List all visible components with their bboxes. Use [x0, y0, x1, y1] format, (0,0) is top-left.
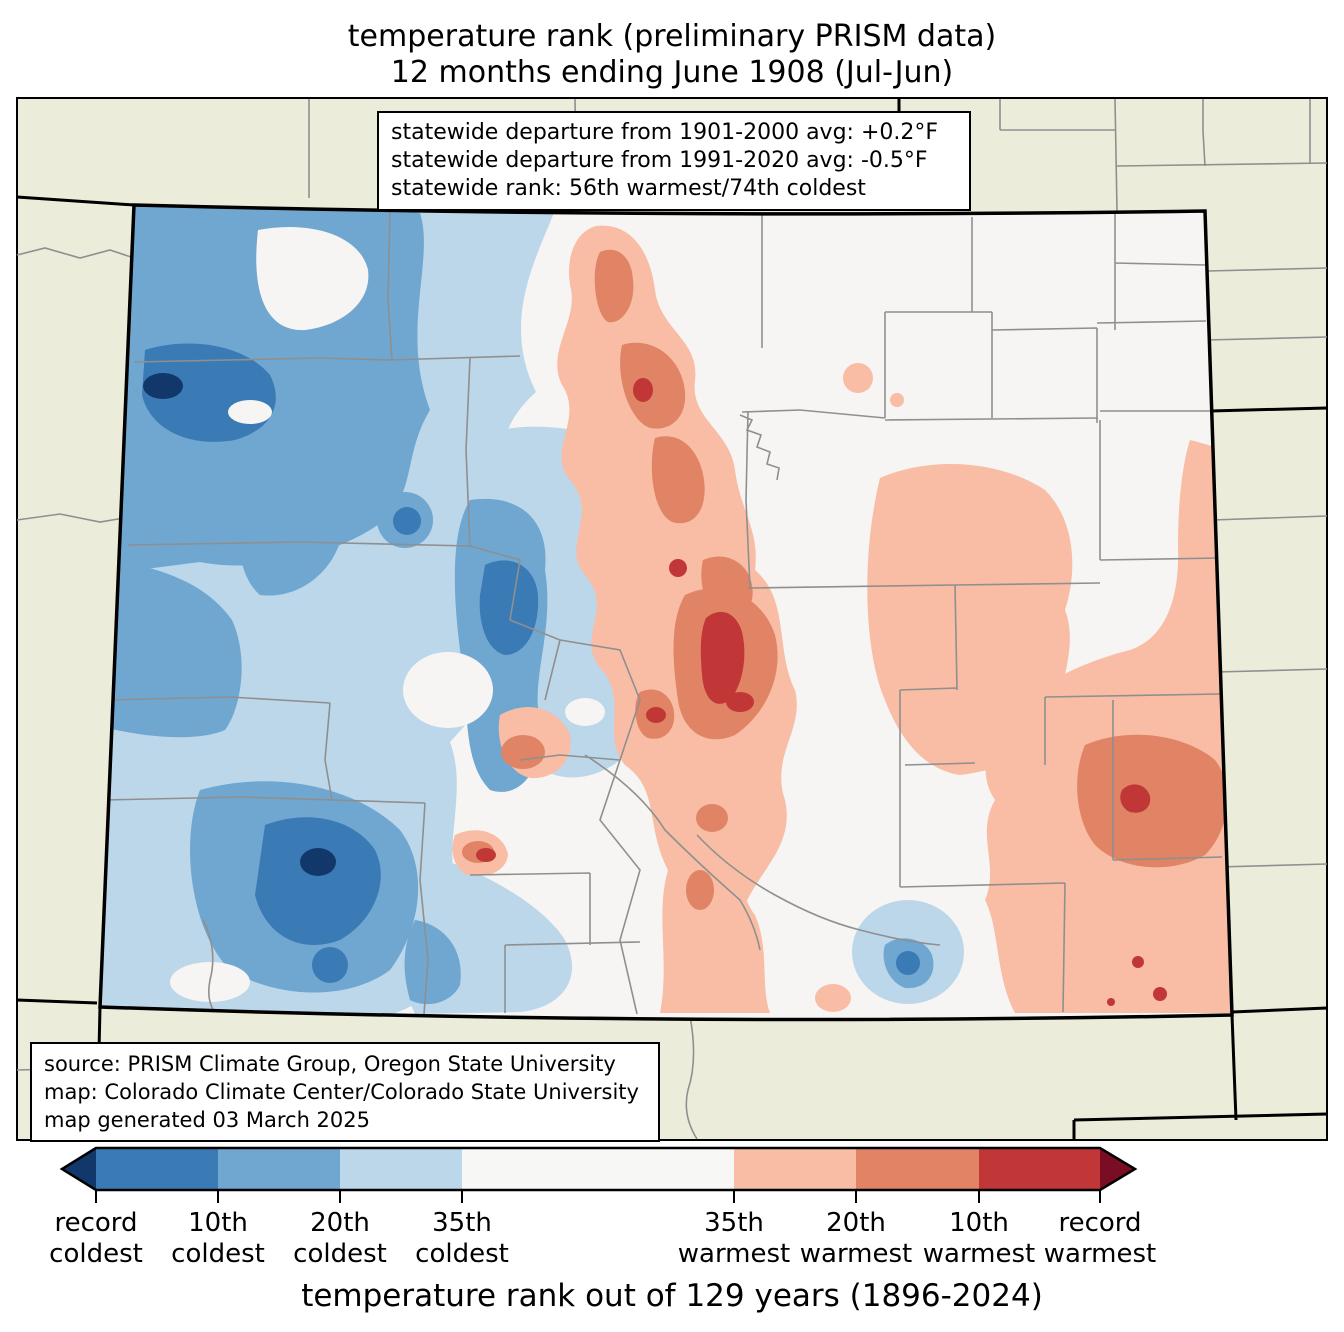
legend-left-arrow: [62, 1148, 96, 1190]
legend-swatch-coldest: [96, 1148, 218, 1190]
legend-swatch-10th-coldest: [218, 1148, 340, 1190]
neighbor-county-lines: [16, 98, 1328, 1140]
legend-ticks: [95, 1190, 1101, 1203]
legend-label-record-warmest: record warmest: [1043, 1208, 1157, 1269]
rank-contours: [100, 205, 1232, 1020]
legend-label-35th-warmest: 35th warmest: [677, 1208, 791, 1269]
legend-label-10th-coldest: 10th coldest: [171, 1208, 265, 1269]
stats-box: statewide departure from 1901-2000 avg: …: [377, 111, 971, 211]
legend-label-20th-warmest: 20th warmest: [799, 1208, 913, 1269]
legend-swatch-neutral: [462, 1148, 734, 1190]
legend-swatch-35th-warmest: [734, 1148, 856, 1190]
stats-line-1: statewide departure from 1901-2000 avg: …: [391, 120, 939, 145]
colorado-state-border: [98, 203, 1234, 1022]
figure-title-line1: temperature rank (preliminary PRISM data…: [347, 19, 997, 54]
figure-title-line2: 12 months ending June 1908 (Jul-Jun): [390, 55, 954, 90]
credits-line-2: map: Colorado Climate Center/Colorado St…: [44, 1080, 639, 1104]
legend-label-10th-warmest: 10th warmest: [922, 1208, 1036, 1269]
legend-swatch-20th-coldest: [340, 1148, 462, 1190]
credits-box: source: PRISM Climate Group, Oregon Stat…: [30, 1042, 660, 1142]
contour-10th-warmest: [476, 378, 1167, 1006]
legend-caption: temperature rank out of 129 years (1896-…: [301, 1278, 1043, 1314]
legend-label-20th-coldest: 20th coldest: [293, 1208, 387, 1269]
colorado-county-lines: [103, 208, 1223, 1015]
contour-record-coldest: [143, 373, 336, 876]
legend-swatch-10th-warmest: [979, 1148, 1100, 1190]
legend-swatch-20th-warmest: [856, 1148, 979, 1190]
neutral-patches: [170, 226, 605, 1002]
legend-label-record-coldest: record coldest: [49, 1208, 143, 1269]
legend-label-35th-coldest: 35th coldest: [415, 1208, 509, 1269]
credits-line-3: map generated 03 March 2025: [44, 1108, 371, 1132]
legend-colorbar: [59, 1146, 1138, 1203]
stats-line-2: statewide departure from 1991-2020 avg: …: [391, 148, 928, 173]
stats-line-3: statewide rank: 56th warmest/74th coldes…: [391, 176, 866, 201]
legend-right-arrow: [1100, 1148, 1135, 1190]
credits-line-1: source: PRISM Climate Group, Oregon Stat…: [44, 1052, 616, 1076]
